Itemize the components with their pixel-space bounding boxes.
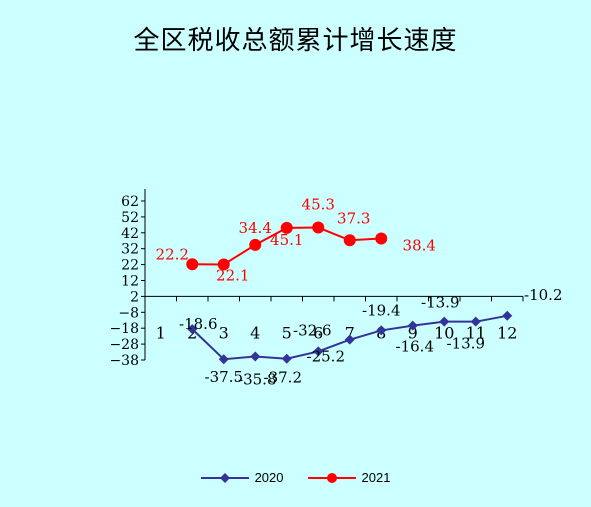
point-2020 — [376, 325, 387, 336]
y-tick-label: −18 — [109, 321, 139, 337]
data-label-2021: 22.2 — [156, 245, 189, 263]
point-2021 — [375, 232, 388, 245]
point-2020 — [281, 353, 292, 364]
x-tick-label: 5 — [282, 323, 292, 342]
x-tick-label: 10 — [434, 323, 454, 342]
data-label-2020: -25.2 — [307, 348, 345, 366]
data-label-2020: -10.2 — [524, 286, 562, 304]
legend-label-2021: 2021 — [361, 470, 391, 485]
y-tick-label: 32 — [121, 242, 139, 258]
x-tick-label: 4 — [250, 323, 260, 342]
y-tick-label: 52 — [121, 210, 139, 226]
x-tick-label: 11 — [466, 323, 486, 342]
point-2020 — [187, 324, 198, 335]
data-label-2021: 45.3 — [302, 196, 335, 214]
data-label-2020: -19.4 — [362, 301, 400, 319]
data-label-2021: 37.3 — [337, 209, 370, 227]
legend-item-2020: 2020 — [200, 470, 284, 485]
data-label-2020: -13.9 — [447, 335, 485, 353]
data-label-2020: -37.5 — [205, 368, 243, 386]
legend: 2020 2021 — [0, 470, 591, 485]
y-tick-label: 42 — [121, 226, 139, 242]
x-tick-label: 3 — [219, 323, 229, 342]
legend-swatch-2021 — [307, 472, 356, 483]
x-tick-label: 12 — [497, 323, 517, 342]
data-label-2021: 38.4 — [403, 237, 436, 255]
point-2020 — [218, 354, 229, 365]
data-label-2020: -16.4 — [396, 338, 434, 356]
data-label-2020: -32.6 — [293, 321, 331, 339]
point-2021 — [280, 221, 293, 234]
point-2020 — [250, 351, 261, 362]
y-tick-label: −38 — [109, 353, 139, 369]
legend-item-2021: 2021 — [307, 470, 391, 485]
y-tick-label: −8 — [118, 305, 139, 321]
y-tick-label: 12 — [121, 274, 139, 290]
y-tick-label: 62 — [121, 194, 139, 210]
data-label-2020: -18.6 — [179, 315, 217, 333]
y-tick-label: 22 — [121, 258, 139, 274]
data-label-2020: -35.8 — [238, 371, 276, 389]
x-tick-label: 9 — [408, 323, 418, 342]
x-tick-label: 7 — [345, 323, 355, 342]
y-tick-label: 2 — [130, 289, 139, 305]
point-2020 — [344, 334, 355, 345]
legend-swatch-2020 — [200, 472, 249, 483]
data-label-2021: 34.4 — [239, 219, 272, 237]
point-2021 — [217, 258, 230, 271]
point-2020 — [470, 316, 481, 327]
point-2020 — [502, 310, 513, 321]
point-2020 — [439, 316, 450, 327]
data-label-2021: 22.1 — [216, 266, 249, 284]
point-2020 — [313, 346, 324, 357]
x-tick-label: 1 — [156, 323, 166, 342]
data-label-2020: -13.9 — [421, 294, 459, 312]
point-2021 — [343, 234, 356, 247]
x-tick-label: 6 — [313, 323, 323, 342]
point-2021 — [186, 258, 199, 271]
point-2021 — [312, 221, 325, 234]
y-tick-label: −28 — [109, 337, 139, 353]
legend-label-2020: 2020 — [254, 470, 284, 485]
chart-title: 全区税收总额累计增长速度 — [133, 26, 458, 56]
data-label-2021: 45.1 — [270, 231, 303, 249]
data-label-2020: -37.2 — [264, 369, 302, 387]
point-2021 — [249, 238, 262, 251]
point-2020 — [407, 320, 418, 331]
